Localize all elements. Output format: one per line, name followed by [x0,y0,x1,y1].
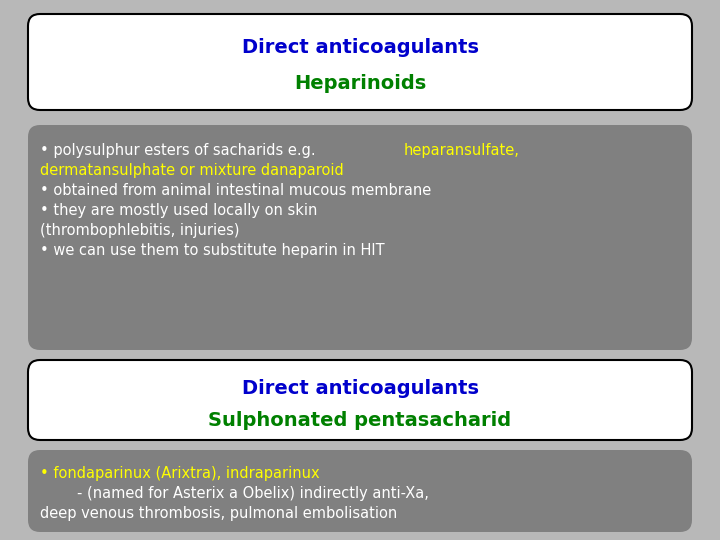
Text: • they are mostly used locally on skin: • they are mostly used locally on skin [40,203,318,218]
Text: dermatansulphate or mixture danaparoid: dermatansulphate or mixture danaparoid [40,163,343,178]
Text: (thrombophlebitis, injuries): (thrombophlebitis, injuries) [40,223,240,238]
FancyBboxPatch shape [28,14,692,110]
Text: Sulphonated pentasacharid: Sulphonated pentasacharid [208,410,512,429]
Text: Direct anticoagulants: Direct anticoagulants [241,38,479,57]
Text: • we can use them to substitute heparin in HIT: • we can use them to substitute heparin … [40,243,384,258]
Text: Direct anticoagulants: Direct anticoagulants [241,379,479,397]
Text: heparansulfate,: heparansulfate, [404,143,520,158]
Text: • fondaparinux (Arixtra), indraparinux: • fondaparinux (Arixtra), indraparinux [40,466,320,481]
Text: • obtained from animal intestinal mucous membrane: • obtained from animal intestinal mucous… [40,183,431,198]
FancyBboxPatch shape [28,450,692,532]
FancyBboxPatch shape [28,360,692,440]
FancyBboxPatch shape [28,125,692,350]
Text: Heparinoids: Heparinoids [294,73,426,93]
Text: • polysulphur esters of sacharids e.g.: • polysulphur esters of sacharids e.g. [40,143,320,158]
Text: - (named for Asterix a Obelix) indirectly anti-Xa,: - (named for Asterix a Obelix) indirectl… [40,486,429,501]
Text: deep venous thrombosis, pulmonal embolisation: deep venous thrombosis, pulmonal embolis… [40,506,397,521]
